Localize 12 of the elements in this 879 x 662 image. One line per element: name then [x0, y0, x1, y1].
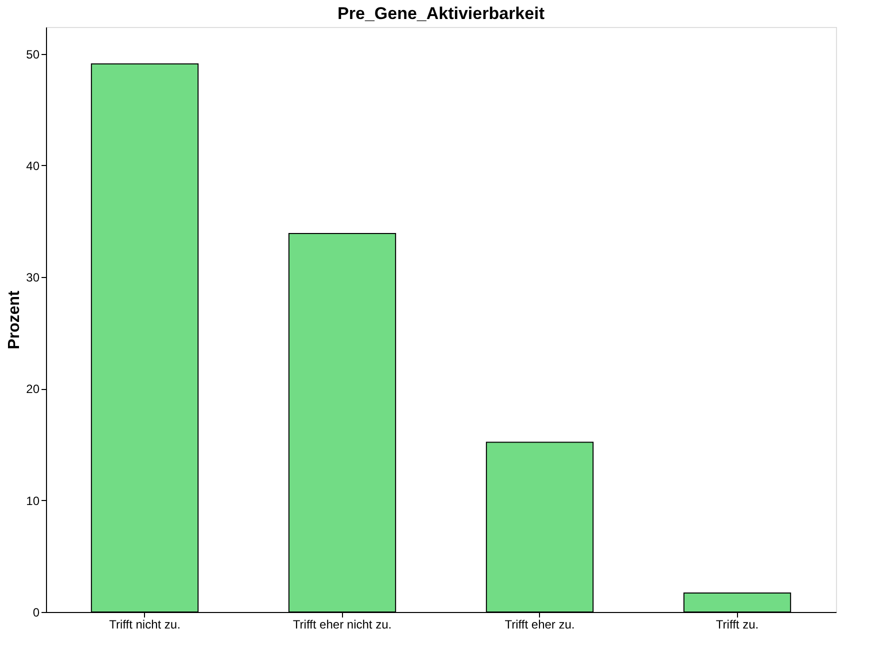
- x-tick-label: Trifft eher zu.: [504, 618, 575, 632]
- y-tick-label: 20: [26, 382, 40, 396]
- x-tick-label: Trifft nicht zu.: [109, 618, 180, 632]
- y-tick-label: 10: [26, 494, 40, 508]
- y-tick-label: 30: [26, 270, 40, 285]
- x-tick-label: Trifft eher nicht zu.: [292, 618, 392, 632]
- y-axis-title: Prozent: [6, 290, 24, 350]
- y-tick-label: 40: [26, 158, 40, 173]
- y-tick-label: 0: [32, 606, 40, 620]
- y-tick-label: 50: [26, 47, 40, 62]
- x-tick-label: Trifft zu.: [716, 618, 759, 632]
- chart-title: Pre_Gene_Aktivierbarkeit: [338, 4, 545, 23]
